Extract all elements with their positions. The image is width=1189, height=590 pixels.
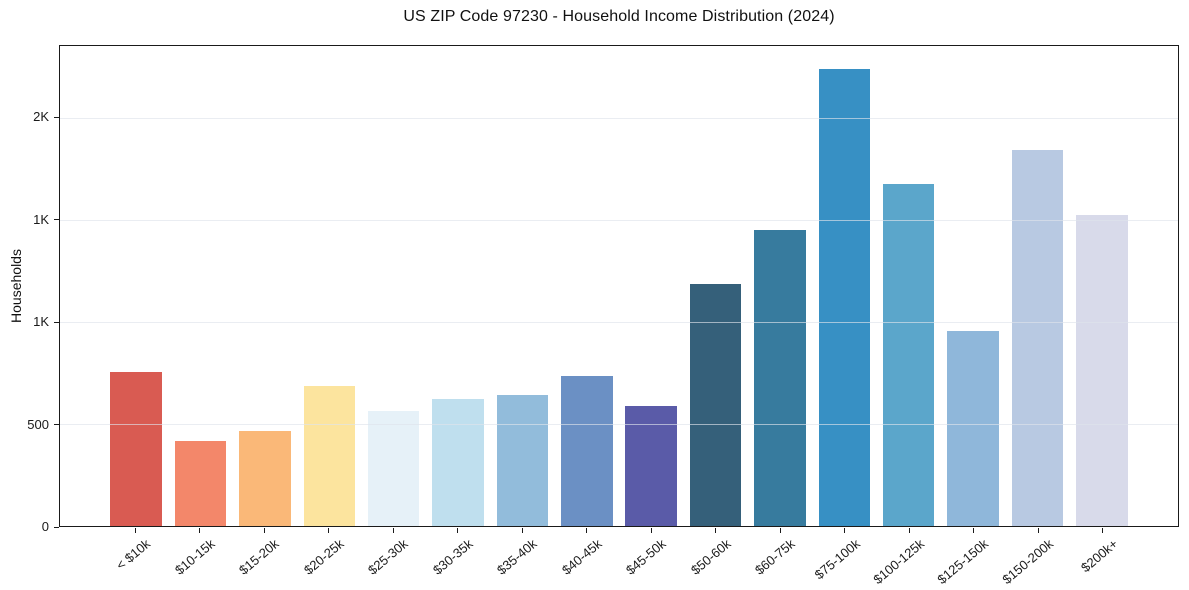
bar-7: [496, 395, 549, 526]
x-tick-label-15: $150-200k: [999, 536, 1056, 587]
bar-slot: [168, 46, 232, 526]
bar-slot: [1005, 46, 1069, 526]
bar-slot: [812, 46, 876, 526]
bar-slot: [619, 46, 683, 526]
x-tick-label-4: $20-25k: [300, 536, 347, 578]
bar-4: [303, 386, 356, 526]
y-tick-mark: [54, 424, 59, 426]
bar-slot: [426, 46, 490, 526]
x-tick-label-7: $35-40k: [494, 536, 540, 578]
bar-6: [432, 398, 484, 526]
bar-slot: [555, 46, 619, 526]
y-tick-label: 500: [27, 416, 49, 432]
x-tick-mark: [521, 528, 523, 533]
bar-3: [239, 431, 291, 526]
bar-11: [754, 230, 806, 526]
bar-8: [561, 376, 613, 526]
bar-slot: [362, 46, 426, 526]
bar-slot: [683, 46, 747, 526]
x-tick-mark: [908, 528, 910, 533]
y-tick-mark: [54, 116, 59, 118]
x-tick-label-1: < $10k: [113, 536, 153, 573]
x-tick-mark: [715, 528, 717, 533]
y-tick-mark: [54, 321, 59, 323]
x-tick-label-13: $100-125k: [870, 536, 927, 587]
bar-1: [110, 371, 162, 526]
x-tick-mark: [392, 528, 394, 533]
gridline-500: [60, 423, 1178, 425]
bar-slot: [104, 46, 168, 526]
bar-slot: [941, 46, 1005, 526]
x-tick-mark: [199, 528, 201, 533]
y-tick-mark: [54, 219, 59, 221]
x-tick-label-16: $200k+: [1077, 536, 1121, 576]
x-tick-label-6: $30-35k: [429, 536, 476, 578]
plot-area: [59, 45, 1179, 527]
bar-slot: [297, 46, 361, 526]
x-tick-label-9: $45-50k: [623, 536, 669, 578]
bar-14: [947, 331, 999, 526]
x-tick-label-11: $60-75k: [752, 536, 798, 578]
x-tick-label-3: $15-20k: [236, 536, 282, 578]
bar-12: [818, 69, 871, 526]
x-tick-label-10: $50-60k: [687, 536, 734, 578]
x-tick-mark: [844, 528, 846, 533]
x-tick-label-12: $75-100k: [811, 536, 863, 583]
bar-slot: [748, 46, 812, 526]
bar-slot: [490, 46, 554, 526]
x-tick-mark: [1102, 528, 1104, 533]
y-tick-label: 1K: [33, 314, 49, 330]
y-tick-label: 2K: [33, 109, 49, 125]
bar-slot: [1070, 46, 1134, 526]
x-tick-label-5: $25-30k: [365, 536, 411, 578]
x-tick-mark: [1037, 528, 1039, 533]
y-axis: 0 500 1K 1K 2K: [0, 45, 59, 534]
gridline-1000: [60, 321, 1178, 323]
y-tick-mark: [54, 526, 59, 528]
bars-container: [60, 46, 1178, 526]
bar-slot: [233, 46, 297, 526]
x-axis: < $10k $10-15k $15-20k $20-25k $25-30k $30-35…: [59, 528, 1179, 590]
x-tick-mark: [134, 528, 136, 533]
gridline-2000: [60, 117, 1178, 119]
bar-15: [1011, 149, 1064, 526]
x-tick-mark: [973, 528, 975, 533]
x-tick-mark: [328, 528, 330, 533]
x-tick-mark: [586, 528, 588, 533]
bar-5: [367, 410, 420, 526]
x-tick-mark: [650, 528, 652, 533]
x-tick-label-14: $125-150k: [934, 536, 992, 587]
x-tick-label-2: $10-15k: [171, 536, 218, 578]
bar-slot: [877, 46, 941, 526]
x-tick-mark: [263, 528, 265, 533]
y-tick-label: 0: [41, 519, 49, 534]
y-tick-label: 1K: [33, 211, 49, 227]
x-tick-label-8: $40-45k: [558, 536, 605, 578]
chart-title: US ZIP Code 97230 - Household Income Dis…: [403, 8, 835, 25]
x-tick-mark: [457, 528, 459, 533]
bar-10: [689, 284, 742, 526]
x-tick-mark: [779, 528, 781, 533]
bar-2: [174, 441, 227, 526]
bar-9: [625, 405, 677, 526]
gridline-1500: [60, 219, 1178, 221]
bar-16: [1076, 214, 1128, 526]
bar-13: [882, 184, 935, 526]
